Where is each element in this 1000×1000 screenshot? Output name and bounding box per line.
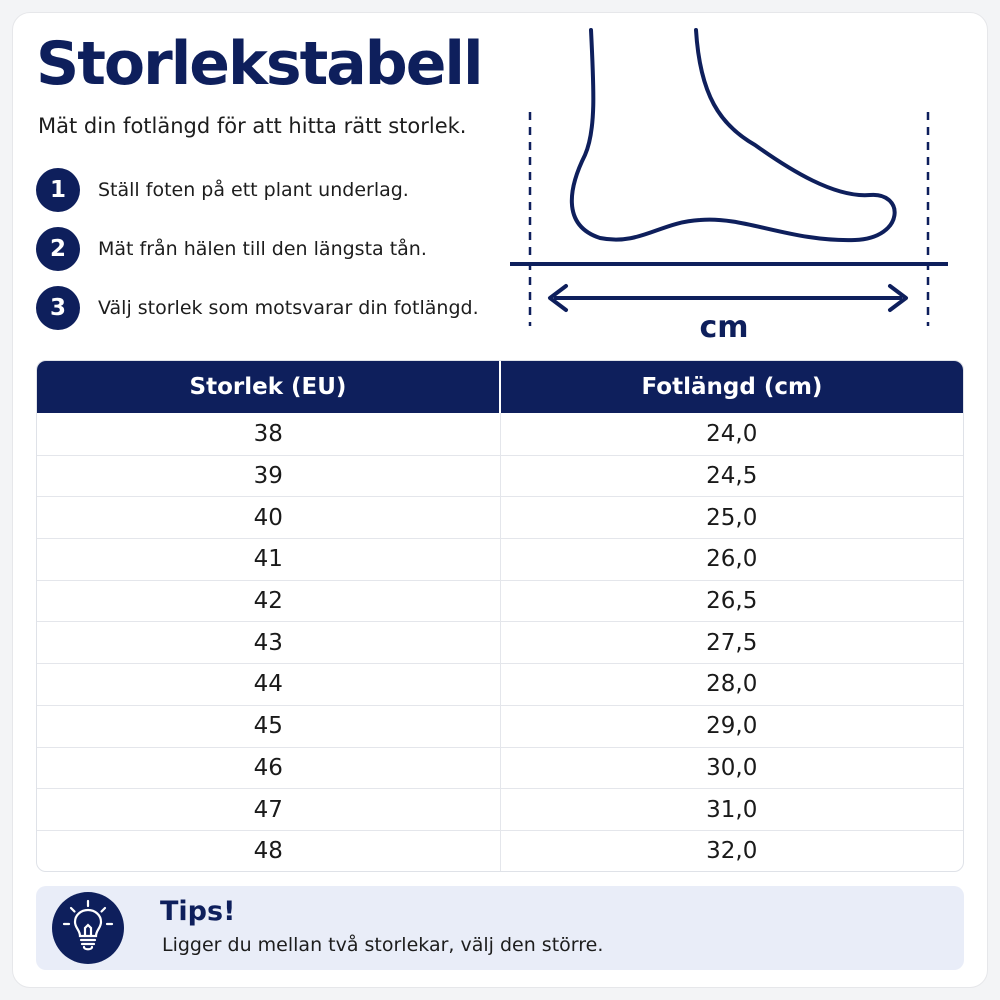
size-table: Storlek (EU) Fotlängd (cm) 38 24,0 39 24,5… — [36, 360, 964, 872]
table-row: 43 27,5 — [37, 621, 964, 664]
table-row: 47 31,0 — [37, 788, 963, 830]
step-text: Välj storlek som motsvarar din fotlängd. — [98, 297, 479, 319]
lightbulb-icon — [52, 892, 124, 964]
length-cell: 25,0 — [499, 497, 964, 539]
step-text: Mät från hälen till den längsta tån. — [98, 238, 427, 260]
table-row: 48 32,0 — [37, 829, 964, 871]
length-cell: 32,0 — [499, 830, 964, 871]
size-cell: 39 — [253, 463, 283, 490]
table-row: 41 26,0 — [37, 538, 963, 580]
foot-outline-icon — [569, 28, 897, 243]
table-row: 38 24,0 — [37, 413, 963, 455]
page-title: Storlekstabell — [36, 29, 484, 99]
size-cell: 44 — [253, 671, 283, 698]
table-row: 45 29,0 — [37, 704, 964, 747]
size-cell: 45 — [253, 713, 283, 740]
length-cell: 31,0 — [499, 789, 964, 830]
size-cell: 48 — [253, 838, 283, 865]
step-1: 1 Ställ foten på ett plant underlag. — [36, 168, 409, 212]
size-cell: 38 — [253, 420, 283, 447]
step-3: 3 Välj storlek som motsvarar din fotläng… — [36, 286, 479, 330]
length-cell: 29,0 — [499, 705, 964, 747]
column-header-foot-length: Fotlängd (cm) — [499, 361, 963, 413]
size-cell: 43 — [253, 629, 283, 656]
table-row: 39 24,5 — [37, 454, 964, 497]
length-cell: 26,0 — [499, 539, 964, 580]
column-header-size: Storlek (EU) — [189, 374, 347, 400]
table-row: 44 28,0 — [37, 663, 963, 705]
table-row: 40 25,0 — [37, 496, 964, 539]
foot-measurement-illustration: cm — [510, 28, 948, 345]
size-cell: 47 — [253, 796, 283, 823]
length-cell: 30,0 — [499, 747, 964, 789]
step-number: 1 — [36, 168, 80, 212]
step-text: Ställ foten på ett plant underlag. — [98, 179, 409, 201]
length-cell: 27,5 — [499, 622, 964, 664]
tips-text: Ligger du mellan två storlekar, välj den… — [162, 934, 604, 956]
length-cell: 24,0 — [499, 413, 964, 455]
table-header: Storlek (EU) Fotlängd (cm) — [37, 361, 963, 413]
table-row: 46 30,0 — [37, 746, 964, 789]
page-subtitle: Mät din fotlängd för att hitta rätt stor… — [38, 114, 467, 138]
table-row: 42 26,5 — [37, 579, 964, 622]
tips-title: Tips! — [160, 896, 236, 927]
length-cell: 24,5 — [499, 455, 964, 497]
length-cell: 28,0 — [499, 664, 964, 705]
step-number: 3 — [36, 286, 80, 330]
length-cell: 26,5 — [499, 580, 964, 622]
size-cell: 41 — [253, 546, 283, 573]
size-cell: 46 — [253, 754, 283, 781]
step-number: 2 — [36, 227, 80, 271]
tips-box: Tips! Ligger du mellan två storlekar, vä… — [36, 886, 964, 970]
size-cell: 42 — [253, 588, 283, 615]
measure-arrow-icon — [548, 284, 908, 312]
size-cell: 40 — [253, 504, 283, 531]
step-2: 2 Mät från hälen till den längsta tån. — [36, 227, 427, 271]
unit-label: cm — [699, 310, 748, 345]
